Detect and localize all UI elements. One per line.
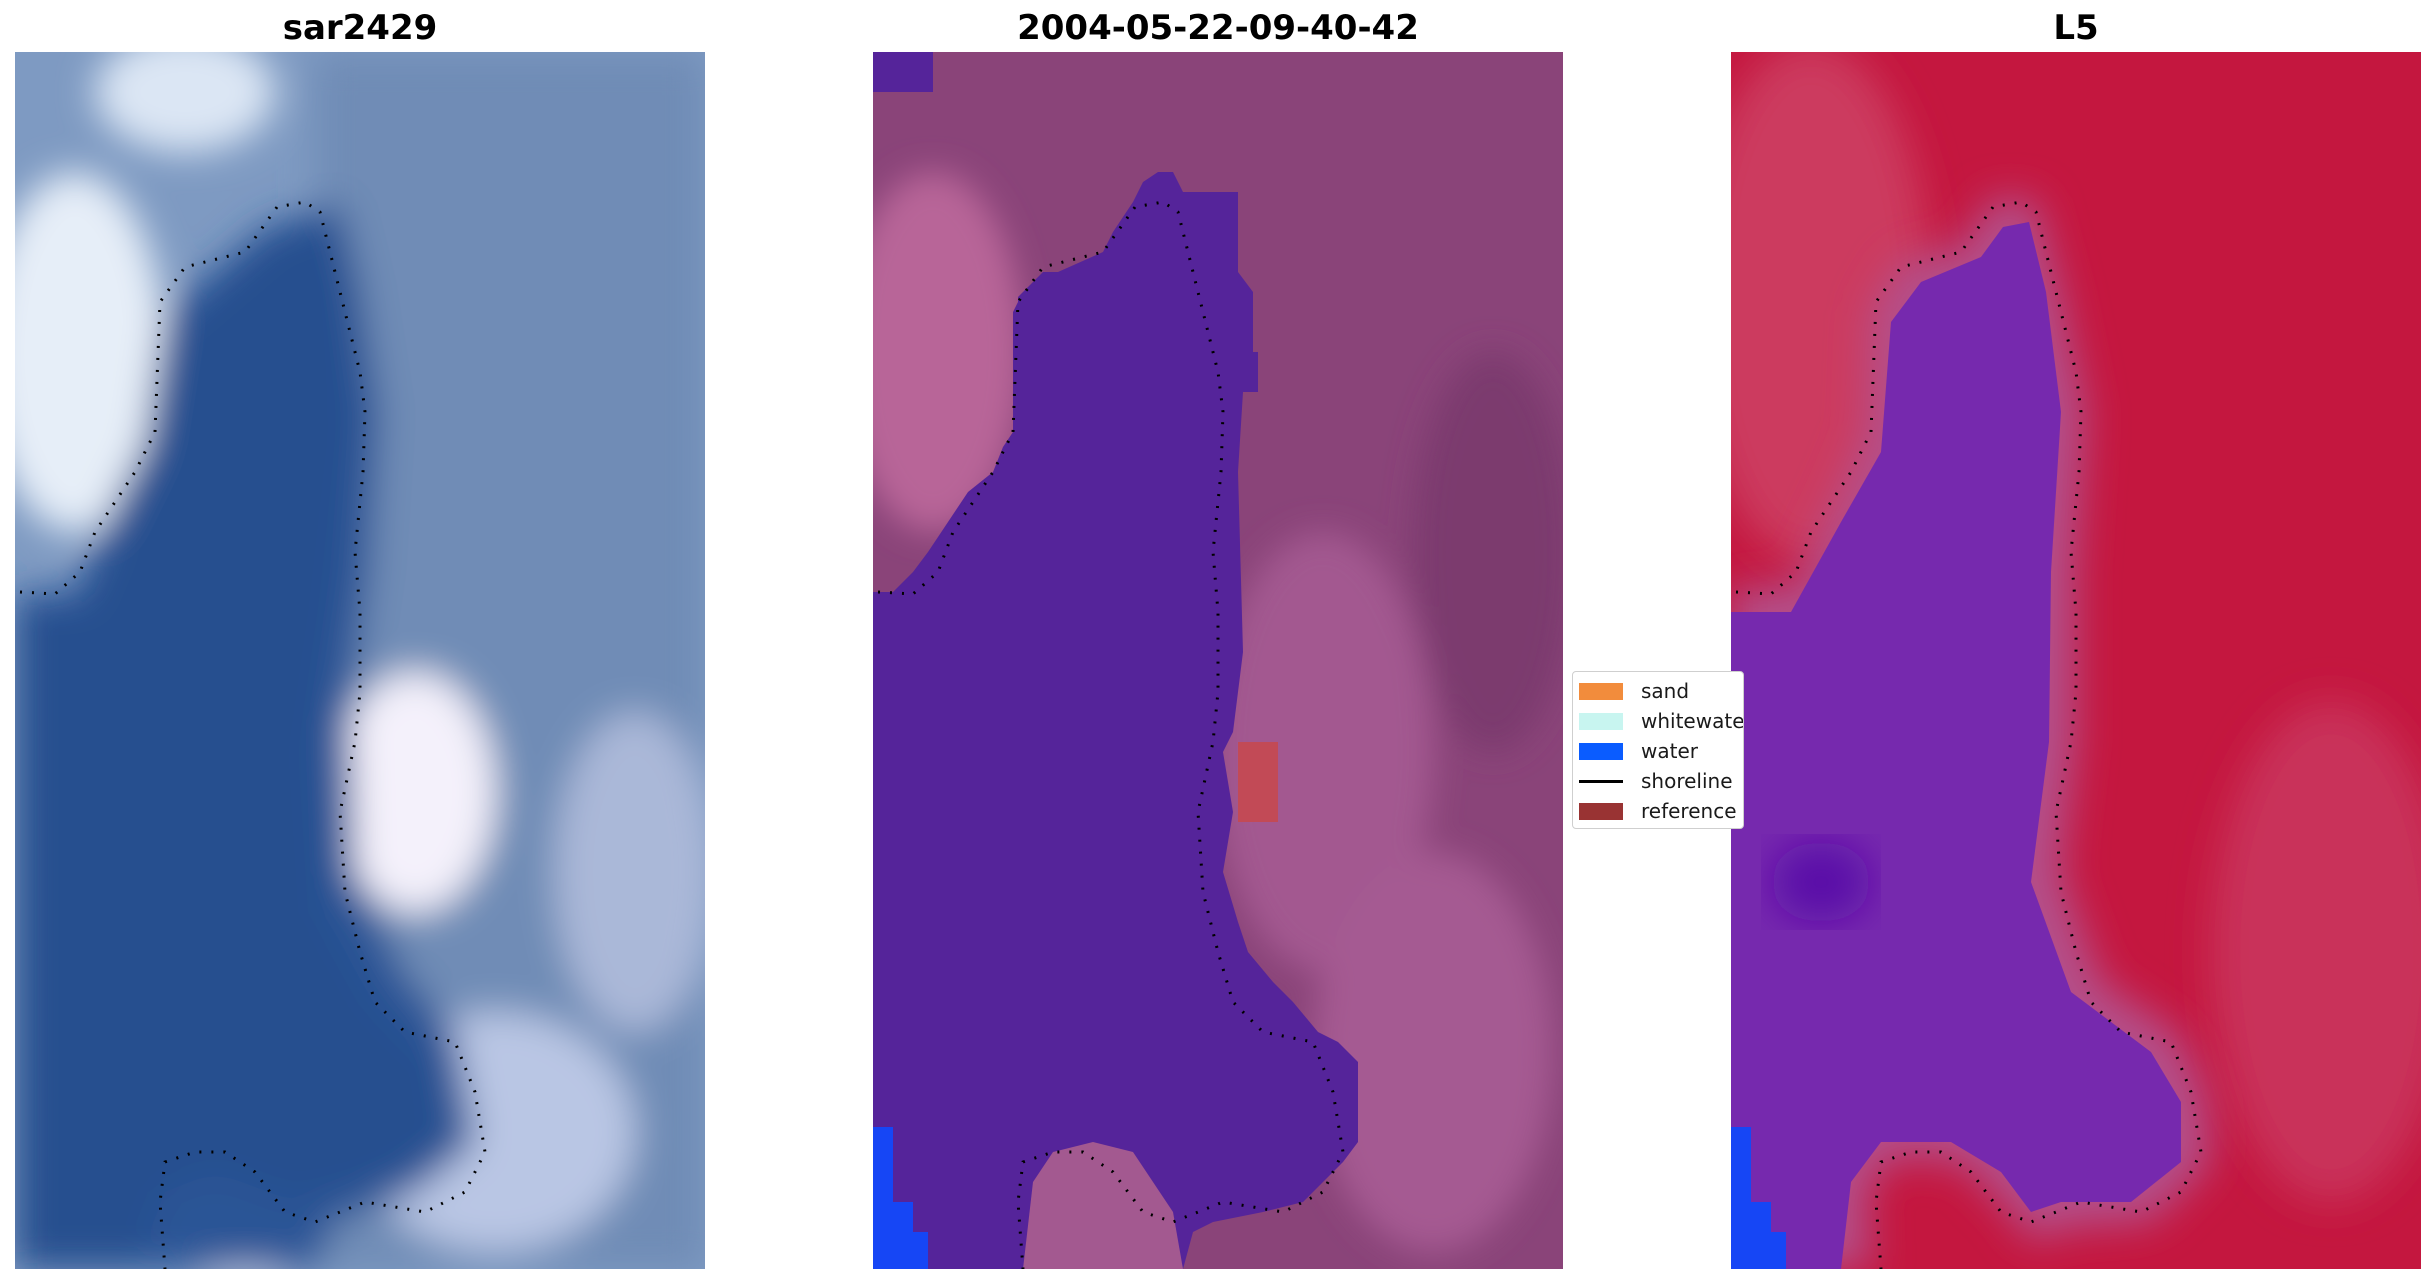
bottom-land-bump	[1023, 1142, 1183, 1269]
panel-title-index: L5	[2053, 8, 2099, 48]
legend: sand whitewater water shoreline referenc…	[1572, 671, 1744, 829]
reference-swatch	[1579, 802, 1623, 820]
legend-label-reference: reference	[1641, 799, 1737, 823]
legend-item-sand: sand	[1579, 678, 1689, 704]
top-left-water-patch	[873, 52, 933, 92]
panel-title-rgb: sar2429	[282, 8, 438, 48]
blue-corner	[873, 1127, 928, 1269]
legend-item-whitewater: whitewater	[1579, 708, 1744, 734]
water-swatch	[1579, 742, 1623, 760]
index-image-panel	[1731, 52, 2421, 1269]
whitewater-swatch	[1579, 712, 1623, 730]
rgb-image-panel	[15, 52, 705, 1269]
classified-image-panel	[873, 52, 1563, 1269]
water-body	[1731, 222, 2181, 1269]
legend-item-reference: reference	[1579, 798, 1737, 824]
legend-item-shoreline: shoreline	[1579, 768, 1733, 794]
panel-title-classified: 2004-05-22-09-40-42	[1017, 8, 1419, 48]
reference-box	[1238, 742, 1278, 822]
legend-label-water: water	[1641, 739, 1698, 763]
sand-swatch	[1579, 682, 1623, 700]
blue-corner	[1731, 1127, 1786, 1269]
legend-label-shoreline: shoreline	[1641, 769, 1733, 793]
shoreline-swatch	[1579, 779, 1623, 783]
legend-item-water: water	[1579, 738, 1698, 764]
legend-label-sand: sand	[1641, 679, 1690, 703]
legend-label-whitewater: whitewater	[1641, 709, 1744, 733]
water-overlay	[873, 172, 1358, 1269]
